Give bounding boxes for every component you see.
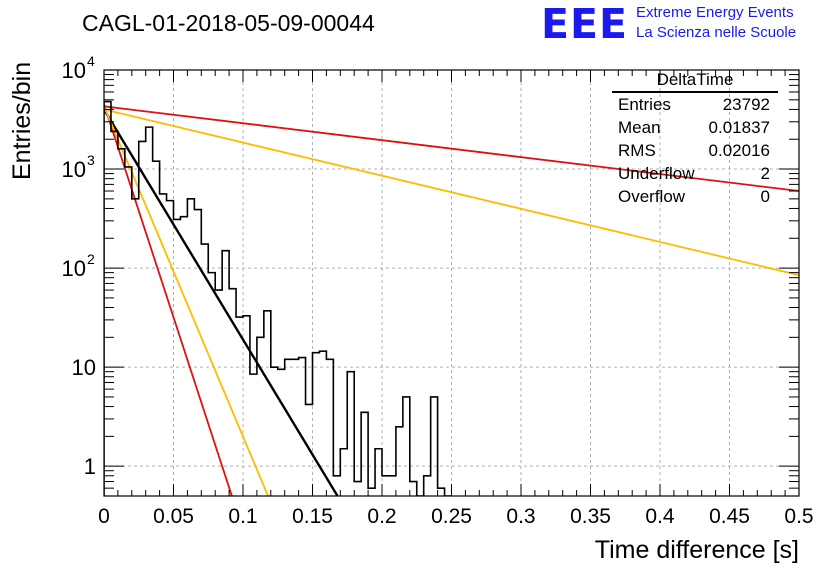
x-tick-label: 0.35	[570, 505, 611, 528]
y-tick-label: 1	[84, 454, 96, 479]
logo-line-1: Extreme Energy Events	[636, 4, 794, 21]
y-tick-label: 10	[72, 355, 96, 380]
y-axis-label: Entries/bin	[8, 61, 36, 180]
x-tick-label: 0.2	[367, 505, 396, 528]
stats-value: 23792	[722, 95, 770, 114]
logo-line-2: La Scienza nelle Scuole	[636, 24, 797, 41]
stats-label: Underflow	[618, 164, 695, 183]
chart-title: CAGL-01-2018-05-09-00044	[82, 10, 375, 36]
y-tick-label: 10	[62, 58, 86, 83]
stats-label: Mean	[618, 118, 661, 137]
stats-box: DeltaTime Entries 23792 Mean 0.01837 RMS…	[612, 70, 778, 208]
x-axis: 0 0.05 0.1 0.15 0.2 0.25 0.3 0.35 0.4 0.45 0.5	[98, 70, 814, 528]
y-tick-exponent: 4	[87, 53, 95, 69]
stats-row-underflow: Underflow 2	[612, 162, 778, 185]
fit-line-4	[104, 108, 799, 276]
stats-row-mean: Mean 0.01837	[612, 116, 778, 139]
y-tick-label: 10	[62, 157, 86, 182]
stats-value: 2	[760, 164, 770, 183]
stats-value: 0.01837	[708, 118, 770, 137]
stats-label: Entries	[618, 95, 671, 114]
x-tick-label: 0.3	[506, 505, 535, 528]
stats-value: 0.02016	[708, 141, 770, 160]
stats-value: 0	[760, 187, 770, 206]
stats-row-overflow: Overflow 0	[612, 185, 778, 208]
y-tick-label: 10	[62, 256, 86, 281]
fit-line-3	[104, 105, 799, 192]
stats-label: Overflow	[618, 187, 686, 206]
fit-line-1	[104, 104, 233, 496]
stats-label: RMS	[618, 141, 656, 160]
fit-line-0	[104, 108, 339, 496]
grid	[104, 69, 799, 496]
x-tick-label: 0.45	[709, 505, 750, 528]
eee-logo: EEE	[541, 0, 629, 48]
x-axis-label: Time difference [s]	[595, 536, 799, 564]
stats-row-entries: Entries 23792	[612, 93, 778, 116]
fit-line-2	[104, 105, 269, 496]
x-tick-label: 0.25	[431, 505, 472, 528]
x-tick-label: 0.1	[228, 505, 257, 528]
x-tick-label: 0.05	[153, 505, 194, 528]
y-tick-exponent: 3	[87, 152, 95, 168]
histogram	[104, 100, 452, 496]
x-tick-label: 0.5	[784, 505, 813, 528]
x-tick-label: 0.4	[645, 505, 675, 528]
stats-title: DeltaTime	[612, 70, 778, 93]
y-tick-exponent: 2	[87, 251, 95, 267]
x-tick-label: 0	[98, 505, 110, 528]
stats-row-rms: RMS 0.02016	[612, 139, 778, 162]
plot-content	[104, 100, 799, 496]
x-tick-label: 0.15	[292, 505, 333, 528]
